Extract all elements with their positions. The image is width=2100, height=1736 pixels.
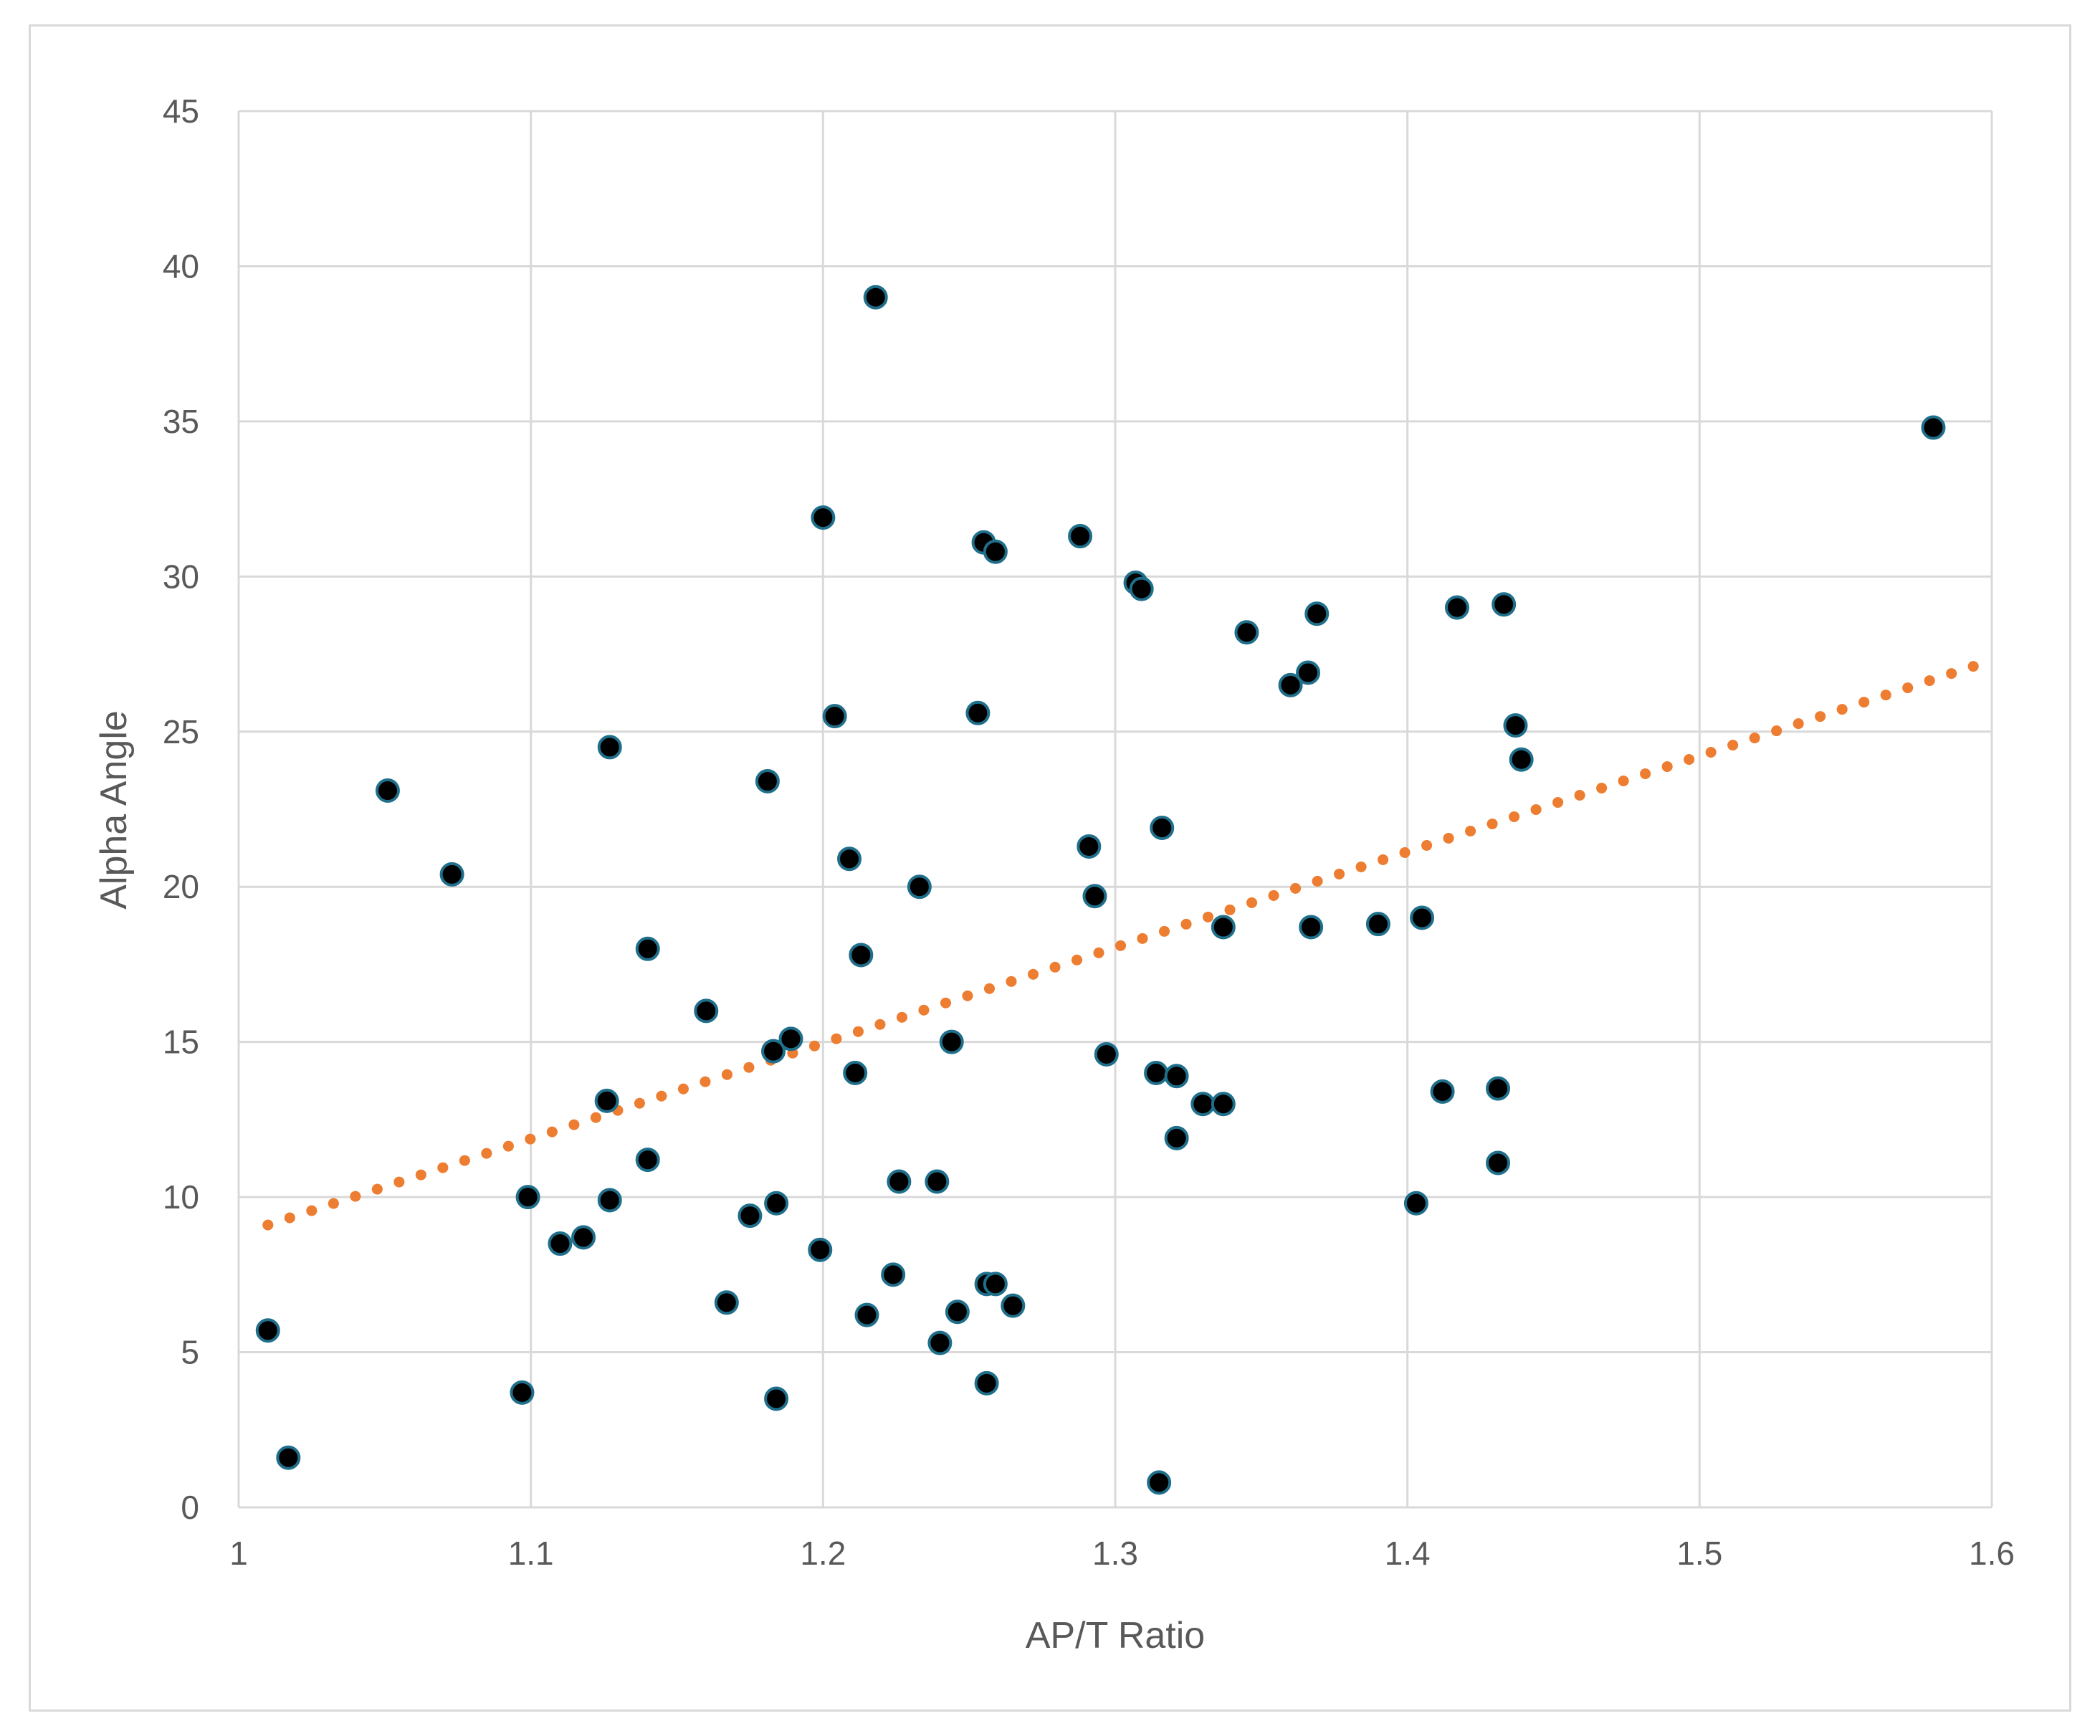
- data-point: [974, 1370, 999, 1396]
- data-point: [945, 1299, 970, 1325]
- data-point: [755, 769, 780, 794]
- data-point: [439, 862, 464, 887]
- data-point: [764, 1386, 789, 1411]
- y-tick-label: 10: [163, 1178, 199, 1216]
- data-point: [1403, 1191, 1428, 1216]
- data-point: [1150, 815, 1175, 840]
- data-point: [1164, 1064, 1189, 1089]
- data-point: [1304, 601, 1330, 626]
- data-point: [983, 1272, 1008, 1297]
- data-point: [1144, 1060, 1169, 1085]
- data-point: [965, 700, 991, 725]
- y-tick-label: 20: [163, 868, 199, 905]
- data-point: [1509, 747, 1534, 772]
- y-tick-label: 0: [181, 1489, 199, 1526]
- y-axis-title: Alpha Angle: [93, 710, 135, 910]
- data-point: [778, 1026, 803, 1051]
- data-point: [939, 1029, 964, 1054]
- x-tick-label: 1.6: [1969, 1535, 2015, 1572]
- data-point: [927, 1330, 953, 1355]
- data-point: [808, 1237, 833, 1262]
- data-point: [1503, 713, 1528, 738]
- data-point: [863, 285, 888, 310]
- data-point: [594, 1088, 619, 1113]
- y-tick-label: 15: [163, 1024, 199, 1061]
- data-point: [1486, 1150, 1511, 1175]
- y-tick-label: 40: [163, 247, 199, 285]
- data-point: [694, 998, 719, 1024]
- data-point: [761, 1039, 786, 1064]
- data-point: [1410, 905, 1435, 930]
- data-point: [1082, 884, 1107, 909]
- x-tick-label: 1.3: [1092, 1535, 1138, 1572]
- y-tick-label: 5: [181, 1334, 199, 1371]
- data-point: [255, 1318, 280, 1343]
- x-axis-title: AP/T Ratio: [1026, 1615, 1205, 1656]
- data-point: [635, 1148, 660, 1173]
- chart-frame: [29, 24, 2071, 1712]
- data-point: [1211, 1092, 1236, 1117]
- data-point: [510, 1380, 535, 1405]
- data-point: [1234, 620, 1259, 645]
- data-point: [375, 778, 400, 803]
- data-point: [881, 1262, 906, 1287]
- data-point: [571, 1225, 596, 1250]
- data-point: [811, 505, 836, 530]
- x-tick-label: 1.4: [1385, 1535, 1431, 1572]
- data-point: [1077, 834, 1102, 859]
- trendline: [262, 654, 1998, 1231]
- data-point: [822, 704, 847, 729]
- data-point: [907, 874, 932, 900]
- data-point: [1129, 576, 1154, 601]
- data-point: [597, 1188, 622, 1213]
- x-tick-label: 1.2: [800, 1535, 846, 1572]
- data-point: [837, 846, 862, 872]
- data-point: [1296, 660, 1321, 685]
- data-point: [714, 1290, 739, 1315]
- grid-layer: [237, 110, 1993, 1509]
- data-point: [887, 1169, 912, 1194]
- points-layer: [255, 285, 1946, 1495]
- data-point: [1164, 1125, 1189, 1150]
- y-tick-label: 25: [163, 713, 199, 750]
- data-point: [1001, 1293, 1026, 1318]
- data-point: [854, 1302, 879, 1327]
- data-point: [1299, 915, 1324, 940]
- data-point: [515, 1185, 540, 1210]
- x-tick-label: 1.1: [508, 1535, 554, 1572]
- data-point: [1444, 595, 1469, 620]
- data-point: [925, 1169, 950, 1194]
- tick-labels-layer: 1 1.1 1.2 1.3 1.4 1.5 1.6 0 5 10 15 20 25 30 35 40 45: [163, 92, 2015, 1572]
- data-point: [1365, 912, 1390, 937]
- data-point: [1094, 1041, 1119, 1067]
- data-point: [276, 1445, 301, 1470]
- data-point: [1430, 1079, 1455, 1104]
- trendline-layer: [262, 654, 1998, 1231]
- y-tick-label: 30: [163, 558, 199, 595]
- data-point: [1190, 1092, 1216, 1117]
- data-point: [738, 1203, 763, 1229]
- data-point: [1492, 592, 1517, 617]
- data-point: [764, 1191, 789, 1216]
- data-point: [843, 1060, 868, 1085]
- data-point: [1278, 672, 1303, 697]
- data-point: [1921, 415, 1946, 440]
- data-point: [1486, 1076, 1511, 1101]
- x-tick-label: 1: [229, 1535, 248, 1572]
- y-tick-label: 35: [163, 403, 199, 440]
- x-tick-label: 1.5: [1676, 1535, 1722, 1572]
- data-point: [849, 943, 874, 968]
- data-point: [548, 1231, 573, 1256]
- data-point: [983, 539, 1008, 564]
- y-tick-label: 45: [163, 92, 199, 130]
- data-point: [1147, 1470, 1172, 1495]
- data-point: [597, 735, 622, 760]
- data-point: [635, 936, 660, 961]
- data-point: [1068, 524, 1093, 549]
- data-point: [1211, 915, 1236, 940]
